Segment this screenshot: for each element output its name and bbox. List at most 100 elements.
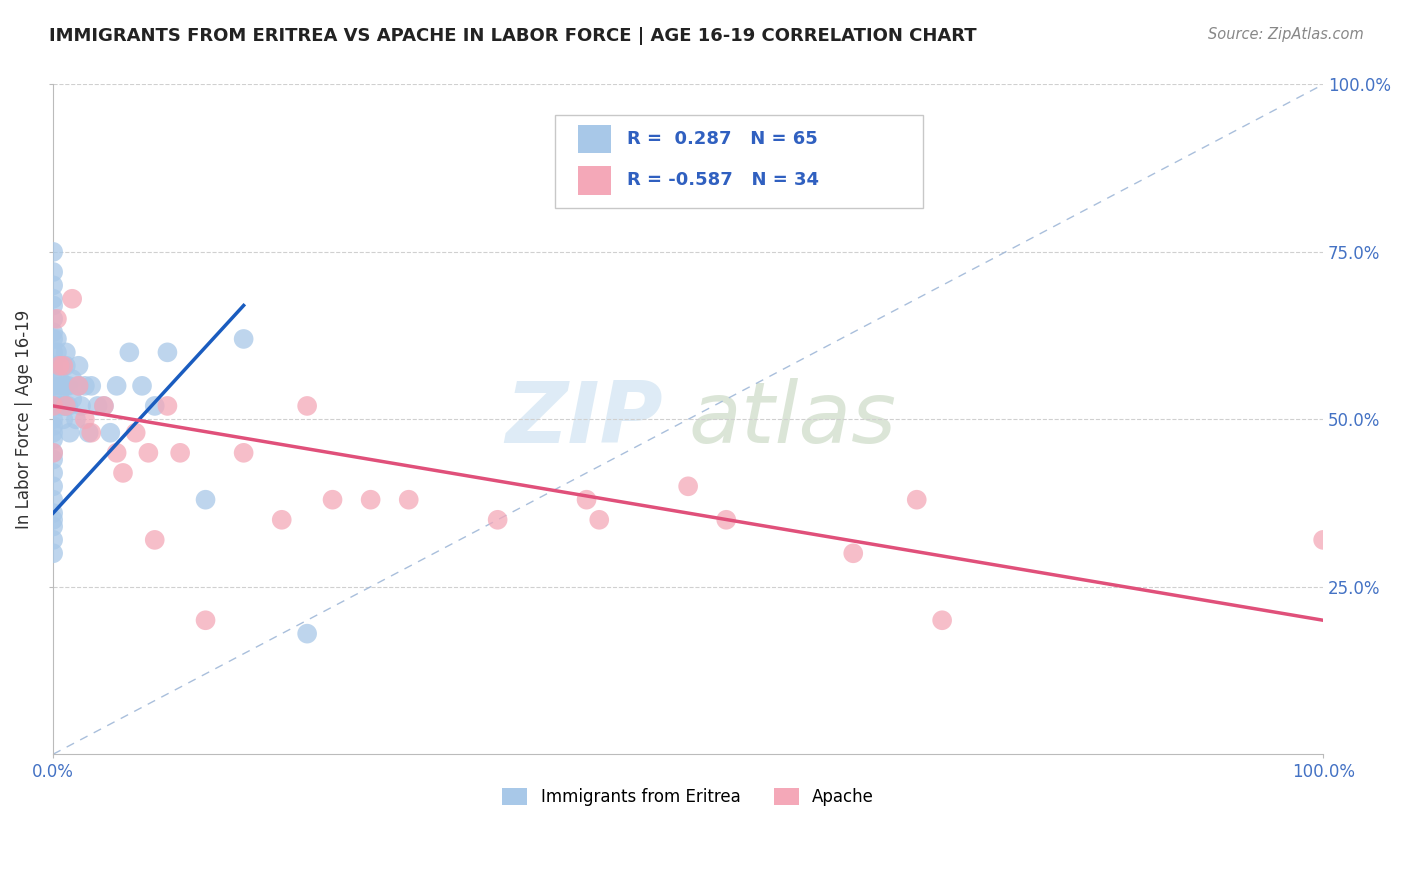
Point bbox=[716, 513, 738, 527]
Point bbox=[42, 265, 65, 279]
Point bbox=[42, 366, 65, 380]
Point bbox=[42, 325, 65, 339]
Point bbox=[111, 466, 134, 480]
Point bbox=[73, 379, 96, 393]
Point bbox=[42, 385, 65, 400]
Point bbox=[52, 399, 75, 413]
Point bbox=[42, 292, 65, 306]
Point bbox=[55, 359, 77, 373]
Point bbox=[42, 446, 65, 460]
Point bbox=[55, 399, 77, 413]
FancyBboxPatch shape bbox=[578, 167, 610, 194]
Point bbox=[588, 513, 610, 527]
Point bbox=[55, 379, 77, 393]
Point bbox=[48, 385, 70, 400]
Point bbox=[80, 379, 103, 393]
Text: IMMIGRANTS FROM ERITREA VS APACHE IN LABOR FORCE | AGE 16-19 CORRELATION CHART: IMMIGRANTS FROM ERITREA VS APACHE IN LAB… bbox=[49, 27, 977, 45]
Point bbox=[486, 513, 509, 527]
Point bbox=[42, 513, 65, 527]
Point bbox=[51, 359, 73, 373]
Point bbox=[60, 372, 83, 386]
Point bbox=[59, 425, 82, 440]
Point bbox=[48, 372, 70, 386]
Point bbox=[232, 446, 254, 460]
Point bbox=[42, 519, 65, 533]
Point bbox=[1312, 533, 1334, 547]
Point bbox=[360, 492, 382, 507]
Point bbox=[125, 425, 148, 440]
Point bbox=[52, 412, 75, 426]
Point bbox=[58, 399, 80, 413]
Point bbox=[67, 379, 90, 393]
Point bbox=[42, 546, 65, 560]
Y-axis label: In Labor Force | Age 16-19: In Labor Force | Age 16-19 bbox=[15, 310, 32, 529]
Point bbox=[42, 419, 65, 434]
Point bbox=[156, 399, 179, 413]
Point bbox=[46, 332, 69, 346]
Text: Source: ZipAtlas.com: Source: ZipAtlas.com bbox=[1208, 27, 1364, 42]
Point bbox=[322, 492, 344, 507]
Point bbox=[295, 399, 318, 413]
Point bbox=[575, 492, 598, 507]
Point bbox=[232, 332, 254, 346]
Point bbox=[73, 412, 96, 426]
Point bbox=[55, 399, 77, 413]
FancyBboxPatch shape bbox=[555, 114, 924, 209]
Point bbox=[55, 345, 77, 359]
Point bbox=[156, 345, 179, 359]
Point bbox=[931, 613, 953, 627]
Point bbox=[98, 425, 121, 440]
Point bbox=[842, 546, 865, 560]
Point bbox=[42, 399, 65, 413]
Point bbox=[42, 466, 65, 480]
FancyBboxPatch shape bbox=[578, 125, 610, 153]
Point bbox=[143, 533, 166, 547]
Point bbox=[905, 492, 928, 507]
Point bbox=[42, 506, 65, 520]
Point bbox=[194, 613, 217, 627]
Point bbox=[42, 311, 65, 326]
Point bbox=[46, 311, 69, 326]
Point bbox=[143, 399, 166, 413]
Point bbox=[295, 626, 318, 640]
Point bbox=[46, 359, 69, 373]
Point bbox=[67, 359, 90, 373]
Point bbox=[270, 513, 292, 527]
Point bbox=[138, 446, 160, 460]
Point bbox=[398, 492, 420, 507]
Point bbox=[42, 244, 65, 259]
Text: atlas: atlas bbox=[688, 378, 896, 461]
Point bbox=[42, 379, 65, 393]
Point bbox=[48, 359, 70, 373]
Point bbox=[65, 412, 87, 426]
Point bbox=[42, 345, 65, 359]
Text: R = -0.587   N = 34: R = -0.587 N = 34 bbox=[627, 171, 820, 189]
Point bbox=[42, 533, 65, 547]
Point bbox=[42, 492, 65, 507]
Point bbox=[52, 359, 75, 373]
Point bbox=[60, 392, 83, 407]
Point bbox=[67, 379, 90, 393]
Point bbox=[93, 399, 115, 413]
Point bbox=[70, 399, 93, 413]
Point bbox=[42, 412, 65, 426]
Point bbox=[42, 479, 65, 493]
Point bbox=[86, 399, 108, 413]
Legend: Immigrants from Eritrea, Apache: Immigrants from Eritrea, Apache bbox=[496, 781, 880, 813]
Point bbox=[48, 399, 70, 413]
Point bbox=[105, 446, 128, 460]
Point bbox=[77, 425, 100, 440]
Point bbox=[131, 379, 153, 393]
Point bbox=[676, 479, 699, 493]
Point bbox=[42, 399, 65, 413]
Point bbox=[42, 425, 65, 440]
Point bbox=[118, 345, 141, 359]
Text: R =  0.287   N = 65: R = 0.287 N = 65 bbox=[627, 129, 818, 148]
Point bbox=[42, 433, 65, 447]
Point bbox=[58, 379, 80, 393]
Point bbox=[42, 446, 65, 460]
Point bbox=[42, 332, 65, 346]
Point bbox=[105, 379, 128, 393]
Point bbox=[51, 379, 73, 393]
Point bbox=[80, 425, 103, 440]
